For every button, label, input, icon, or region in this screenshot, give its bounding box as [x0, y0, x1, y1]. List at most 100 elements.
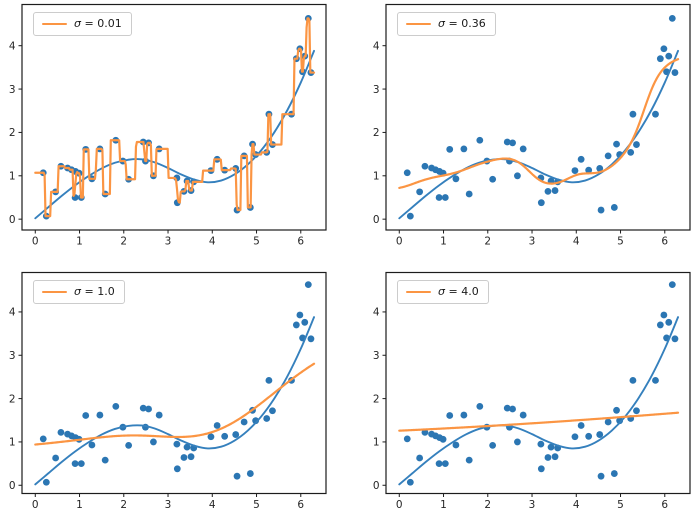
- scatter-point: [150, 438, 157, 446]
- y-tick-label: 2: [373, 393, 380, 405]
- scatter-point: [544, 188, 552, 195]
- x-tick-label: 6: [661, 236, 668, 248]
- scatter-points: [403, 14, 679, 220]
- scatter-point: [551, 453, 559, 461]
- sigma-value: = 4.0: [444, 285, 479, 298]
- y-ticks: 0 1 2 3 4: [9, 40, 22, 226]
- y-ticks: 0 1 2 3 4: [9, 307, 22, 492]
- scatter-point: [213, 422, 221, 429]
- sigma-symbol: σ: [74, 17, 81, 30]
- scatter-point: [665, 52, 673, 60]
- scatter-point: [183, 443, 191, 451]
- legend-label: σ = 4.0: [438, 285, 479, 299]
- y-tick-label: 4: [9, 307, 16, 319]
- legend-sigma-1-0: σ = 1.0: [33, 280, 125, 304]
- orange-line-sample: [42, 290, 67, 294]
- x-tick-label: 3: [529, 499, 536, 511]
- legend-sigma-0-36: σ = 0.36: [397, 12, 496, 36]
- scatter-point: [269, 407, 276, 415]
- scatter-point: [112, 403, 120, 410]
- orange-line-sample: [42, 22, 67, 26]
- scatter-point: [633, 407, 640, 415]
- scatter-point: [307, 335, 315, 343]
- axes-box: [385, 3, 691, 231]
- scatter-point: [416, 454, 424, 462]
- x-tick-label: 3: [529, 236, 536, 248]
- scatter-point: [82, 412, 90, 419]
- x-tick-label: 6: [297, 499, 304, 511]
- scatter-point: [489, 442, 497, 449]
- x-tick-label: 5: [617, 499, 624, 511]
- legend-label: σ = 1.0: [74, 285, 115, 299]
- x-tick-label: 0: [32, 499, 39, 511]
- scatter-point: [233, 472, 241, 480]
- sigma-symbol: σ: [438, 285, 445, 298]
- axes-box: [385, 271, 691, 495]
- scatter-point: [421, 162, 429, 170]
- x-tick-label: 4: [573, 499, 580, 511]
- scatter-point: [596, 165, 604, 172]
- y-tick-label: 4: [373, 307, 380, 319]
- axes-box: [21, 271, 327, 495]
- scatter-point: [435, 460, 443, 467]
- panel-sigma-4-0: 0 1 2 3 4 5 6 0 1 2 3 4: [373, 271, 691, 511]
- scatter-point: [571, 433, 579, 441]
- y-tick-label: 4: [373, 40, 380, 52]
- kernel-smoothed-curve: [34, 362, 316, 446]
- y-tick-label: 1: [9, 170, 16, 182]
- scatter-point: [610, 470, 618, 477]
- sigma-value: = 0.36: [444, 17, 486, 30]
- scatter-point: [668, 281, 676, 289]
- x-tick-label: 5: [253, 236, 260, 248]
- scatter-points: [39, 281, 315, 486]
- y-tick-label: 0: [9, 480, 16, 492]
- panel-sigma-1-0: 0 1 2 3 4 5 6 0 1 2 3 4: [9, 271, 327, 511]
- scatter-point: [446, 145, 454, 153]
- scatter-point: [577, 155, 585, 163]
- y-tick-label: 0: [373, 214, 380, 226]
- scatter-point: [585, 432, 593, 440]
- x-tick-label: 4: [573, 236, 580, 248]
- scatter-point: [460, 145, 468, 153]
- scatter-point: [652, 377, 659, 384]
- sigma-value: = 0.01: [80, 17, 122, 30]
- x-tick-label: 1: [440, 499, 447, 511]
- kernel-smoothed-curve: [34, 17, 316, 218]
- scatter-point: [446, 412, 454, 419]
- legend-label: σ = 0.36: [438, 17, 486, 31]
- scatter-point: [187, 453, 195, 461]
- scatter-point: [52, 454, 60, 462]
- scatter-point: [460, 411, 468, 419]
- y-tick-label: 0: [9, 214, 16, 226]
- scatter-point: [125, 442, 133, 449]
- scatter-point: [304, 281, 312, 289]
- scatter-point: [301, 318, 309, 326]
- scatter-point: [296, 311, 304, 319]
- y-tick-label: 2: [9, 127, 16, 139]
- y-ticks: 0 1 2 3 4: [373, 40, 386, 226]
- scatter-point: [145, 405, 152, 413]
- x-tick-label: 3: [165, 236, 172, 248]
- x-tick-label: 1: [76, 499, 83, 511]
- axes-box: [21, 3, 327, 231]
- model-curve: [398, 316, 679, 486]
- orange-line-sample: [406, 22, 431, 26]
- sigma-symbol: σ: [74, 285, 81, 298]
- scatter-point: [452, 441, 460, 449]
- scatter-point: [57, 429, 65, 436]
- kernel-smoothed-curve: [398, 411, 680, 432]
- y-tick-label: 3: [373, 84, 380, 96]
- scatter-point: [652, 110, 659, 118]
- scatter-point: [514, 438, 521, 446]
- scatter-points: [403, 281, 679, 486]
- scatter-point: [604, 152, 612, 160]
- y-tick-label: 1: [373, 437, 380, 449]
- kernel-smoothed-curve: [398, 58, 680, 189]
- sigma-value: = 1.0: [80, 285, 115, 298]
- scatter-point: [665, 318, 673, 326]
- scatter-point: [503, 404, 511, 412]
- y-tick-label: 3: [9, 84, 16, 96]
- scatter-point: [668, 14, 676, 22]
- scatter-point: [77, 460, 85, 467]
